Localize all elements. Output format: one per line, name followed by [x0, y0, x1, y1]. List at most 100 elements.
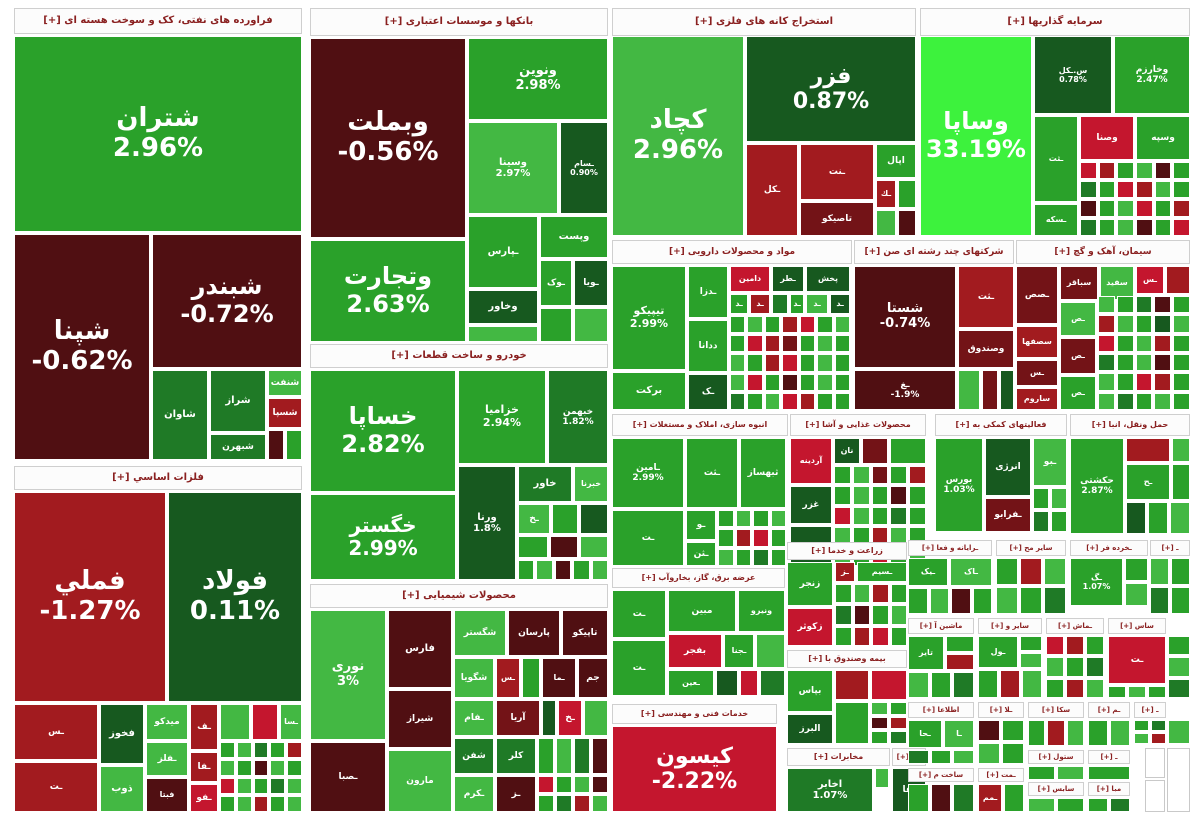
stock-tile[interactable]: [1172, 464, 1190, 500]
stock-tile[interactable]: ـیک: [908, 558, 948, 586]
stock-tile[interactable]: [1098, 392, 1115, 410]
stock-tile[interactable]: [1173, 162, 1190, 179]
stock-tile[interactable]: [909, 486, 926, 505]
stock-tile[interactable]: خبرنا: [574, 466, 608, 502]
stock-tile[interactable]: ـس: [1136, 266, 1164, 294]
stock-tile[interactable]: [871, 670, 907, 700]
stock-tile[interactable]: ـص: [1060, 338, 1096, 374]
stock-tile[interactable]: بپاس: [787, 670, 833, 712]
stock-tile[interactable]: ـسیم: [857, 562, 907, 582]
stock-tile[interactable]: [1171, 587, 1190, 614]
stock-tile[interactable]: [1046, 657, 1064, 677]
stock-tile[interactable]: نان: [834, 438, 860, 464]
stock-tile[interactable]: شاوان: [152, 370, 208, 460]
stock-tile[interactable]: [1088, 720, 1108, 746]
stock-tile[interactable]: [764, 354, 781, 372]
stock-tile[interactable]: [996, 558, 1018, 585]
stock-tile[interactable]: ـطر: [772, 266, 804, 292]
stock-tile[interactable]: [220, 778, 235, 794]
stock-tile[interactable]: [799, 373, 816, 391]
sector-header[interactable]: سرمایه گذاریها [+]: [920, 8, 1190, 36]
stock-tile[interactable]: [1125, 558, 1148, 581]
stock-tile[interactable]: [236, 760, 252, 776]
stock-tile[interactable]: [536, 560, 553, 580]
stock-tile[interactable]: [1080, 162, 1097, 179]
stock-tile[interactable]: [592, 795, 608, 812]
stock-tile[interactable]: [1002, 720, 1024, 741]
stock-tile[interactable]: [1110, 720, 1130, 746]
stock-tile[interactable]: [253, 778, 269, 794]
stock-tile[interactable]: [1028, 766, 1055, 780]
stock-tile[interactable]: شبهرن: [210, 434, 266, 460]
sector-header[interactable]: خودرو و ساخت قطعات [+]: [310, 344, 608, 368]
sector-header[interactable]: ـخرده فر [+]: [1070, 540, 1148, 556]
stock-tile[interactable]: [1080, 219, 1097, 236]
stock-tile[interactable]: ـد: [750, 294, 770, 314]
stock-tile[interactable]: ـامین 2.99%: [612, 438, 684, 508]
stock-tile[interactable]: [853, 605, 870, 625]
stock-tile[interactable]: [556, 795, 572, 812]
stock-tile[interactable]: [871, 506, 889, 526]
stock-tile[interactable]: [1173, 373, 1190, 391]
stock-tile[interactable]: ـد: [730, 294, 748, 314]
stock-tile[interactable]: ـحا: [908, 720, 942, 748]
stock-tile[interactable]: [574, 308, 608, 342]
stock-tile[interactable]: [1066, 720, 1084, 746]
stock-tile[interactable]: [890, 731, 907, 744]
stock-tile[interactable]: [1020, 653, 1042, 668]
stock-tile[interactable]: [1134, 720, 1149, 731]
sector-header[interactable]: سایر و [+]: [978, 618, 1042, 634]
stock-tile[interactable]: زکوثر: [787, 608, 833, 646]
stock-tile[interactable]: [518, 536, 548, 558]
stock-tile[interactable]: مبین: [668, 590, 736, 632]
stock-tile[interactable]: بفجر: [668, 634, 722, 668]
stock-tile[interactable]: ـو: [686, 510, 716, 540]
stock-tile[interactable]: [817, 354, 833, 372]
stock-tile[interactable]: ـس: [1016, 360, 1058, 386]
stock-tile[interactable]: [1046, 636, 1064, 656]
stock-tile[interactable]: [1154, 373, 1172, 391]
stock-tile[interactable]: اپال: [876, 144, 916, 178]
stock-tile[interactable]: [890, 702, 907, 715]
stock-tile[interactable]: [834, 506, 851, 526]
stock-tile[interactable]: ـبو: [1033, 438, 1067, 486]
stock-tile[interactable]: ـثت: [958, 266, 1014, 328]
stock-tile[interactable]: [1154, 181, 1172, 198]
stock-tile[interactable]: [1136, 200, 1153, 217]
sector-header[interactable]: سابس [+]: [1028, 782, 1084, 796]
stock-tile[interactable]: [1046, 678, 1064, 698]
stock-tile[interactable]: [1117, 162, 1134, 179]
stock-tile[interactable]: وصنا: [1080, 116, 1134, 160]
stock-tile[interactable]: [930, 750, 952, 764]
stock-tile[interactable]: [898, 180, 916, 208]
stock-tile[interactable]: [1028, 720, 1046, 746]
stock-tile[interactable]: پخش: [806, 266, 850, 292]
stock-tile[interactable]: [908, 784, 929, 812]
stock-tile[interactable]: ساروم: [1016, 388, 1058, 410]
stock-tile[interactable]: ـنت: [800, 144, 874, 200]
stock-tile[interactable]: فبتا: [146, 778, 188, 812]
stock-tile[interactable]: [592, 776, 608, 793]
stock-tile[interactable]: [835, 605, 852, 625]
stock-tile[interactable]: وتجارت 2.63%: [310, 240, 466, 342]
stock-tile[interactable]: شنفت: [268, 370, 302, 396]
stock-tile[interactable]: سفید: [1100, 266, 1134, 300]
stock-tile[interactable]: [852, 506, 870, 526]
sector-header[interactable]: سکا [+]: [1028, 702, 1084, 718]
sector-header[interactable]: ساس [+]: [1108, 618, 1166, 634]
stock-tile[interactable]: [718, 510, 734, 528]
stock-tile[interactable]: [574, 738, 590, 774]
stock-tile[interactable]: [817, 373, 833, 391]
stock-tile[interactable]: [1116, 392, 1134, 410]
stock-tile[interactable]: [1000, 370, 1014, 410]
stock-tile[interactable]: خگستر 2.99%: [310, 494, 456, 580]
stock-tile[interactable]: [834, 486, 851, 505]
stock-tile[interactable]: [220, 760, 235, 776]
stock-tile[interactable]: [834, 354, 850, 372]
stock-tile[interactable]: [753, 529, 769, 547]
stock-tile[interactable]: [1098, 315, 1115, 333]
stock-tile[interactable]: [1098, 354, 1115, 372]
stock-tile[interactable]: [1128, 686, 1146, 698]
stock-tile[interactable]: [1086, 636, 1104, 656]
stock-tile[interactable]: ـت: [1108, 636, 1166, 684]
